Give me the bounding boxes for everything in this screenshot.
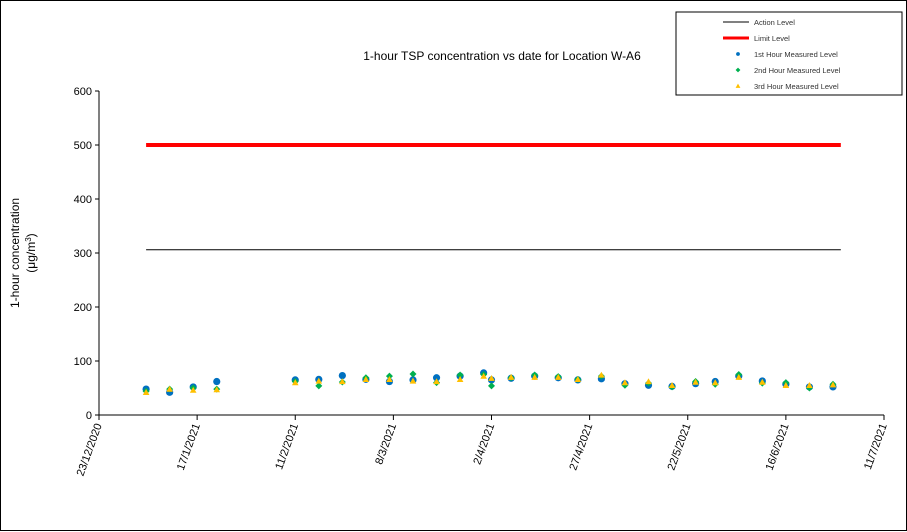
y-tick-label: 200 — [74, 302, 92, 314]
data-point — [338, 371, 346, 380]
data-point — [409, 370, 417, 378]
legend-marker-swatch — [736, 52, 740, 56]
data-point — [432, 374, 441, 382]
x-tick-label: 16/6/2021 — [764, 422, 792, 472]
data-point — [409, 377, 417, 384]
legend: Action Level Limit Level 1st Hour Measured… — [675, 11, 903, 96]
legend-entry-label: Action Level — [754, 18, 795, 27]
data-point — [645, 378, 652, 385]
legend-box — [675, 11, 903, 96]
data-point — [829, 381, 837, 388]
data-point — [507, 373, 515, 380]
data-point — [598, 371, 605, 378]
data-points — [142, 369, 837, 396]
data-point — [668, 382, 676, 388]
data-point — [166, 385, 173, 392]
data-point — [339, 378, 346, 385]
data-point — [711, 379, 719, 386]
data-point — [554, 373, 562, 380]
data-point — [456, 371, 464, 379]
legend-marker-swatch — [735, 67, 741, 73]
x-tick-label: 23/12/2020 — [75, 422, 105, 478]
y-tick-label: 600 — [74, 86, 92, 98]
data-point — [531, 373, 538, 380]
data-point — [189, 386, 197, 393]
x-tick-label: 11/2/2021 — [273, 422, 301, 471]
y-axis-unit: (μg/m3) — [24, 233, 38, 272]
y-tick-label: 400 — [74, 194, 92, 206]
legend-entry-label: 2nd Hour Measured Level — [754, 66, 841, 75]
chart-title: 1-hour TSP concentration vs date for Loc… — [363, 49, 641, 63]
series-3 — [142, 371, 837, 395]
data-point — [213, 386, 221, 393]
y-tick-label: 300 — [74, 248, 92, 260]
data-point — [488, 374, 495, 381]
reference-lines — [146, 143, 841, 251]
data-point — [621, 379, 629, 386]
data-point — [433, 378, 440, 385]
x-tick-label: 8/3/2021 — [373, 422, 399, 466]
data-point — [806, 382, 813, 388]
data-point — [456, 376, 464, 382]
x-tick-label: 2/4/2021 — [471, 422, 497, 466]
x-tick-label: 11/7/2021 — [862, 422, 890, 471]
x-tick-label: 22/5/2021 — [666, 422, 694, 472]
data-point — [386, 376, 393, 382]
data-point — [315, 382, 323, 390]
series-1 — [142, 369, 837, 396]
data-point — [735, 373, 743, 380]
data-point — [142, 389, 150, 395]
y-axis-label: 1-hour concentration — [8, 198, 22, 308]
x-tick-label: 27/4/2021 — [567, 422, 595, 472]
legend-entry-label: Limit Level — [754, 34, 790, 43]
legend-marker-swatch — [735, 83, 741, 88]
data-point — [488, 382, 495, 390]
data-point — [759, 378, 766, 385]
data-point — [362, 376, 370, 382]
data-point — [480, 372, 487, 379]
legend-entry-label: 3rd Hour Measured Level — [754, 82, 839, 91]
data-point — [782, 382, 790, 388]
data-point — [315, 377, 323, 384]
data-point — [574, 376, 582, 382]
x-tick-label: 17/1/2021 — [175, 422, 203, 472]
y-tick-label: 500 — [74, 140, 92, 152]
data-point — [213, 377, 221, 386]
y-tick-label: 0 — [86, 410, 92, 422]
y-tick-label: 100 — [74, 356, 92, 368]
legend-entry-label: 1st Hour Measured Level — [754, 50, 838, 59]
data-point — [291, 379, 299, 386]
data-point — [692, 378, 699, 385]
